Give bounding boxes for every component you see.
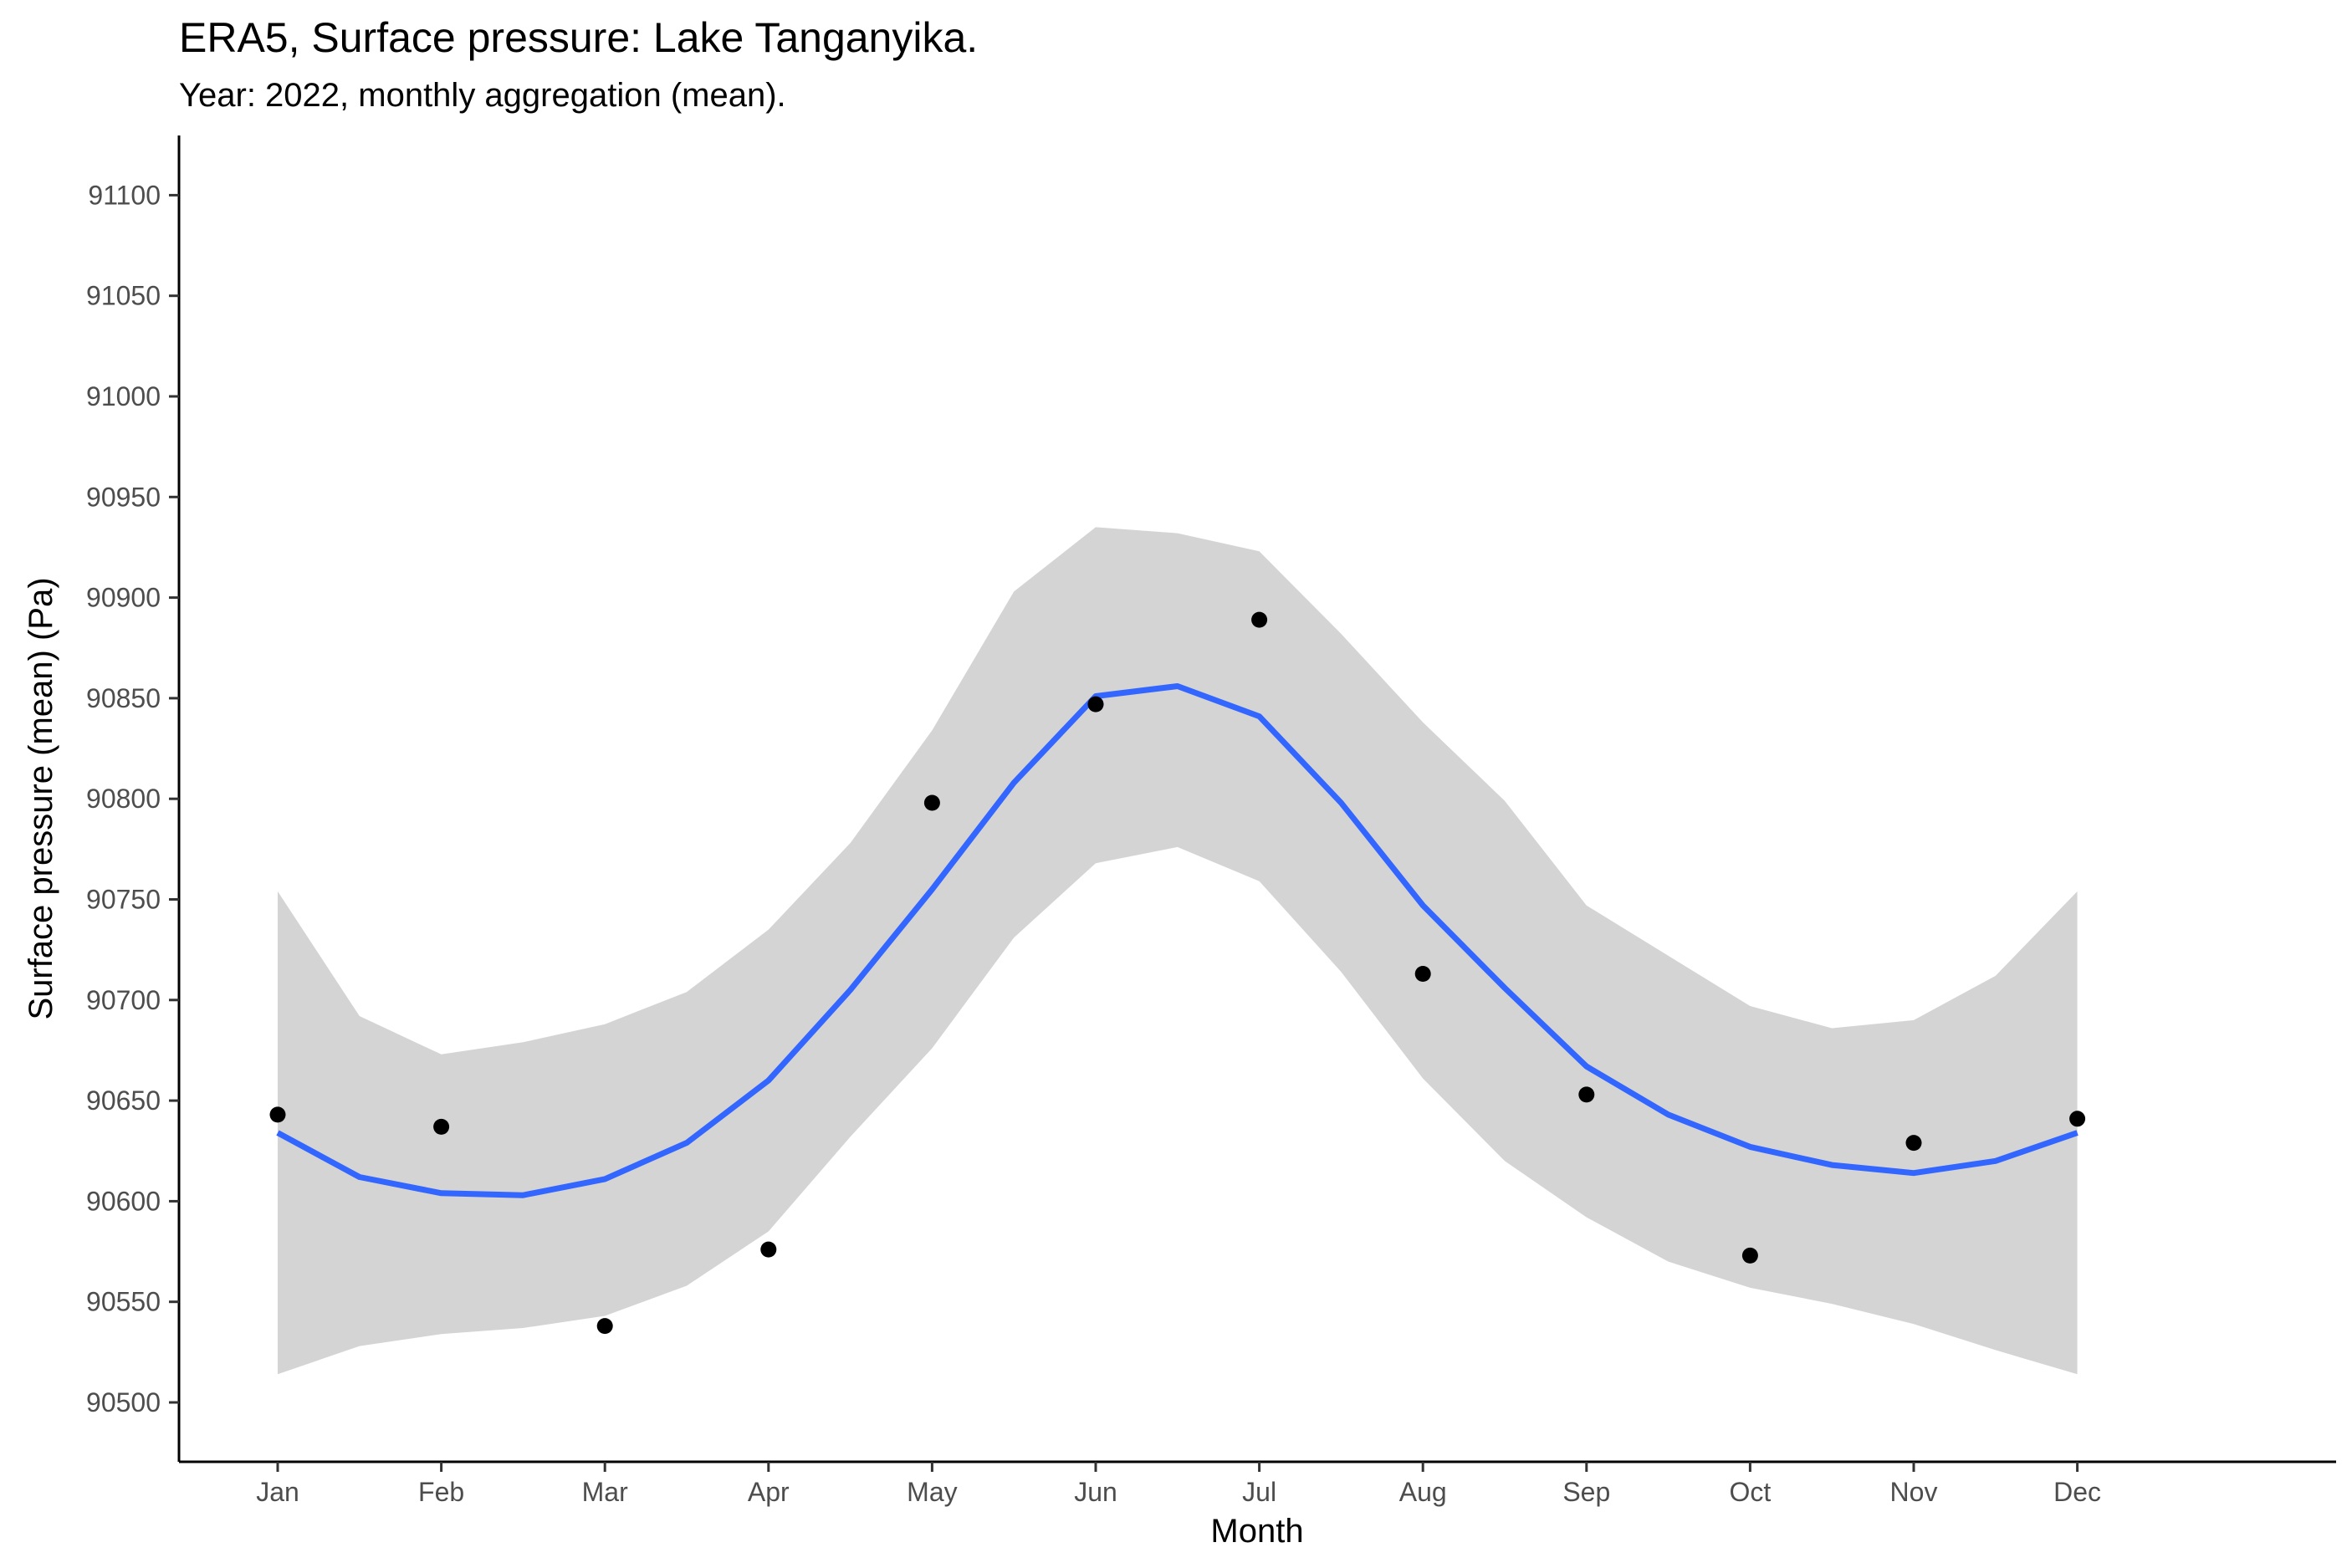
data-point-mar [596,1318,613,1335]
x-tick-label-may: May [907,1477,957,1507]
data-point-jul [1251,611,1268,628]
data-point-dec [2069,1111,2086,1127]
x-tick-label-jul: Jul [1242,1477,1276,1507]
x-tick-label-apr: Apr [748,1477,790,1507]
y-tick-label: 90950 [86,482,161,512]
y-tick-label: 91000 [86,381,161,411]
data-point-oct [1741,1247,1758,1264]
x-tick-label-oct: Oct [1730,1477,1772,1507]
chart-title: ERA5, Surface pressure: Lake Tanganyika. [179,14,978,61]
plot-area [269,527,2086,1375]
smooth-trend-line [276,683,2078,1198]
y-tick-label: 90800 [86,784,161,814]
y-tick-label: 90500 [86,1387,161,1417]
data-point-feb [433,1118,450,1135]
data-point-may [923,794,940,811]
confidence-ribbon [278,527,2078,1375]
data-point-jan [269,1106,286,1123]
y-tick-label: 90600 [86,1186,161,1216]
y-axis-ticks: 90500 90550 90600 90650 90700 90750 90800 90850… [86,180,179,1417]
data-point-aug [1414,966,1431,982]
x-axis-ticks: Jan Feb Mar Apr May Jun Jul Aug Sep Oct Nov Dec [256,1462,2101,1507]
y-tick-label: 91100 [88,180,161,210]
x-tick-label-nov: Nov [1890,1477,1938,1507]
data-point-apr [760,1241,777,1258]
data-point-nov [1905,1135,1922,1152]
chart-subtitle: Year: 2022, monthly aggregation (mean). [179,77,786,114]
data-point-jun [1087,696,1104,712]
y-tick-label: 90900 [86,583,161,613]
y-tick-label: 91050 [86,281,161,311]
x-axis-title: Month [1210,1513,1303,1550]
x-tick-label-dec: Dec [2053,1477,2101,1507]
x-tick-label-jan: Jan [256,1477,299,1507]
data-point-sep [1578,1086,1595,1103]
y-tick-label: 90650 [86,1085,161,1116]
x-tick-label-feb: Feb [418,1477,464,1507]
y-axis-title: Surface pressure (mean) (Pa) [23,577,59,1019]
y-tick-label: 90850 [86,683,161,713]
y-tick-label: 90700 [86,985,161,1015]
x-tick-label-aug: Aug [1399,1477,1447,1507]
y-tick-label: 90550 [86,1287,161,1317]
x-tick-label-sep: Sep [1562,1477,1610,1507]
x-tick-label-mar: Mar [582,1477,628,1507]
x-tick-label-jun: Jun [1074,1477,1117,1507]
y-tick-label: 90750 [86,885,161,915]
